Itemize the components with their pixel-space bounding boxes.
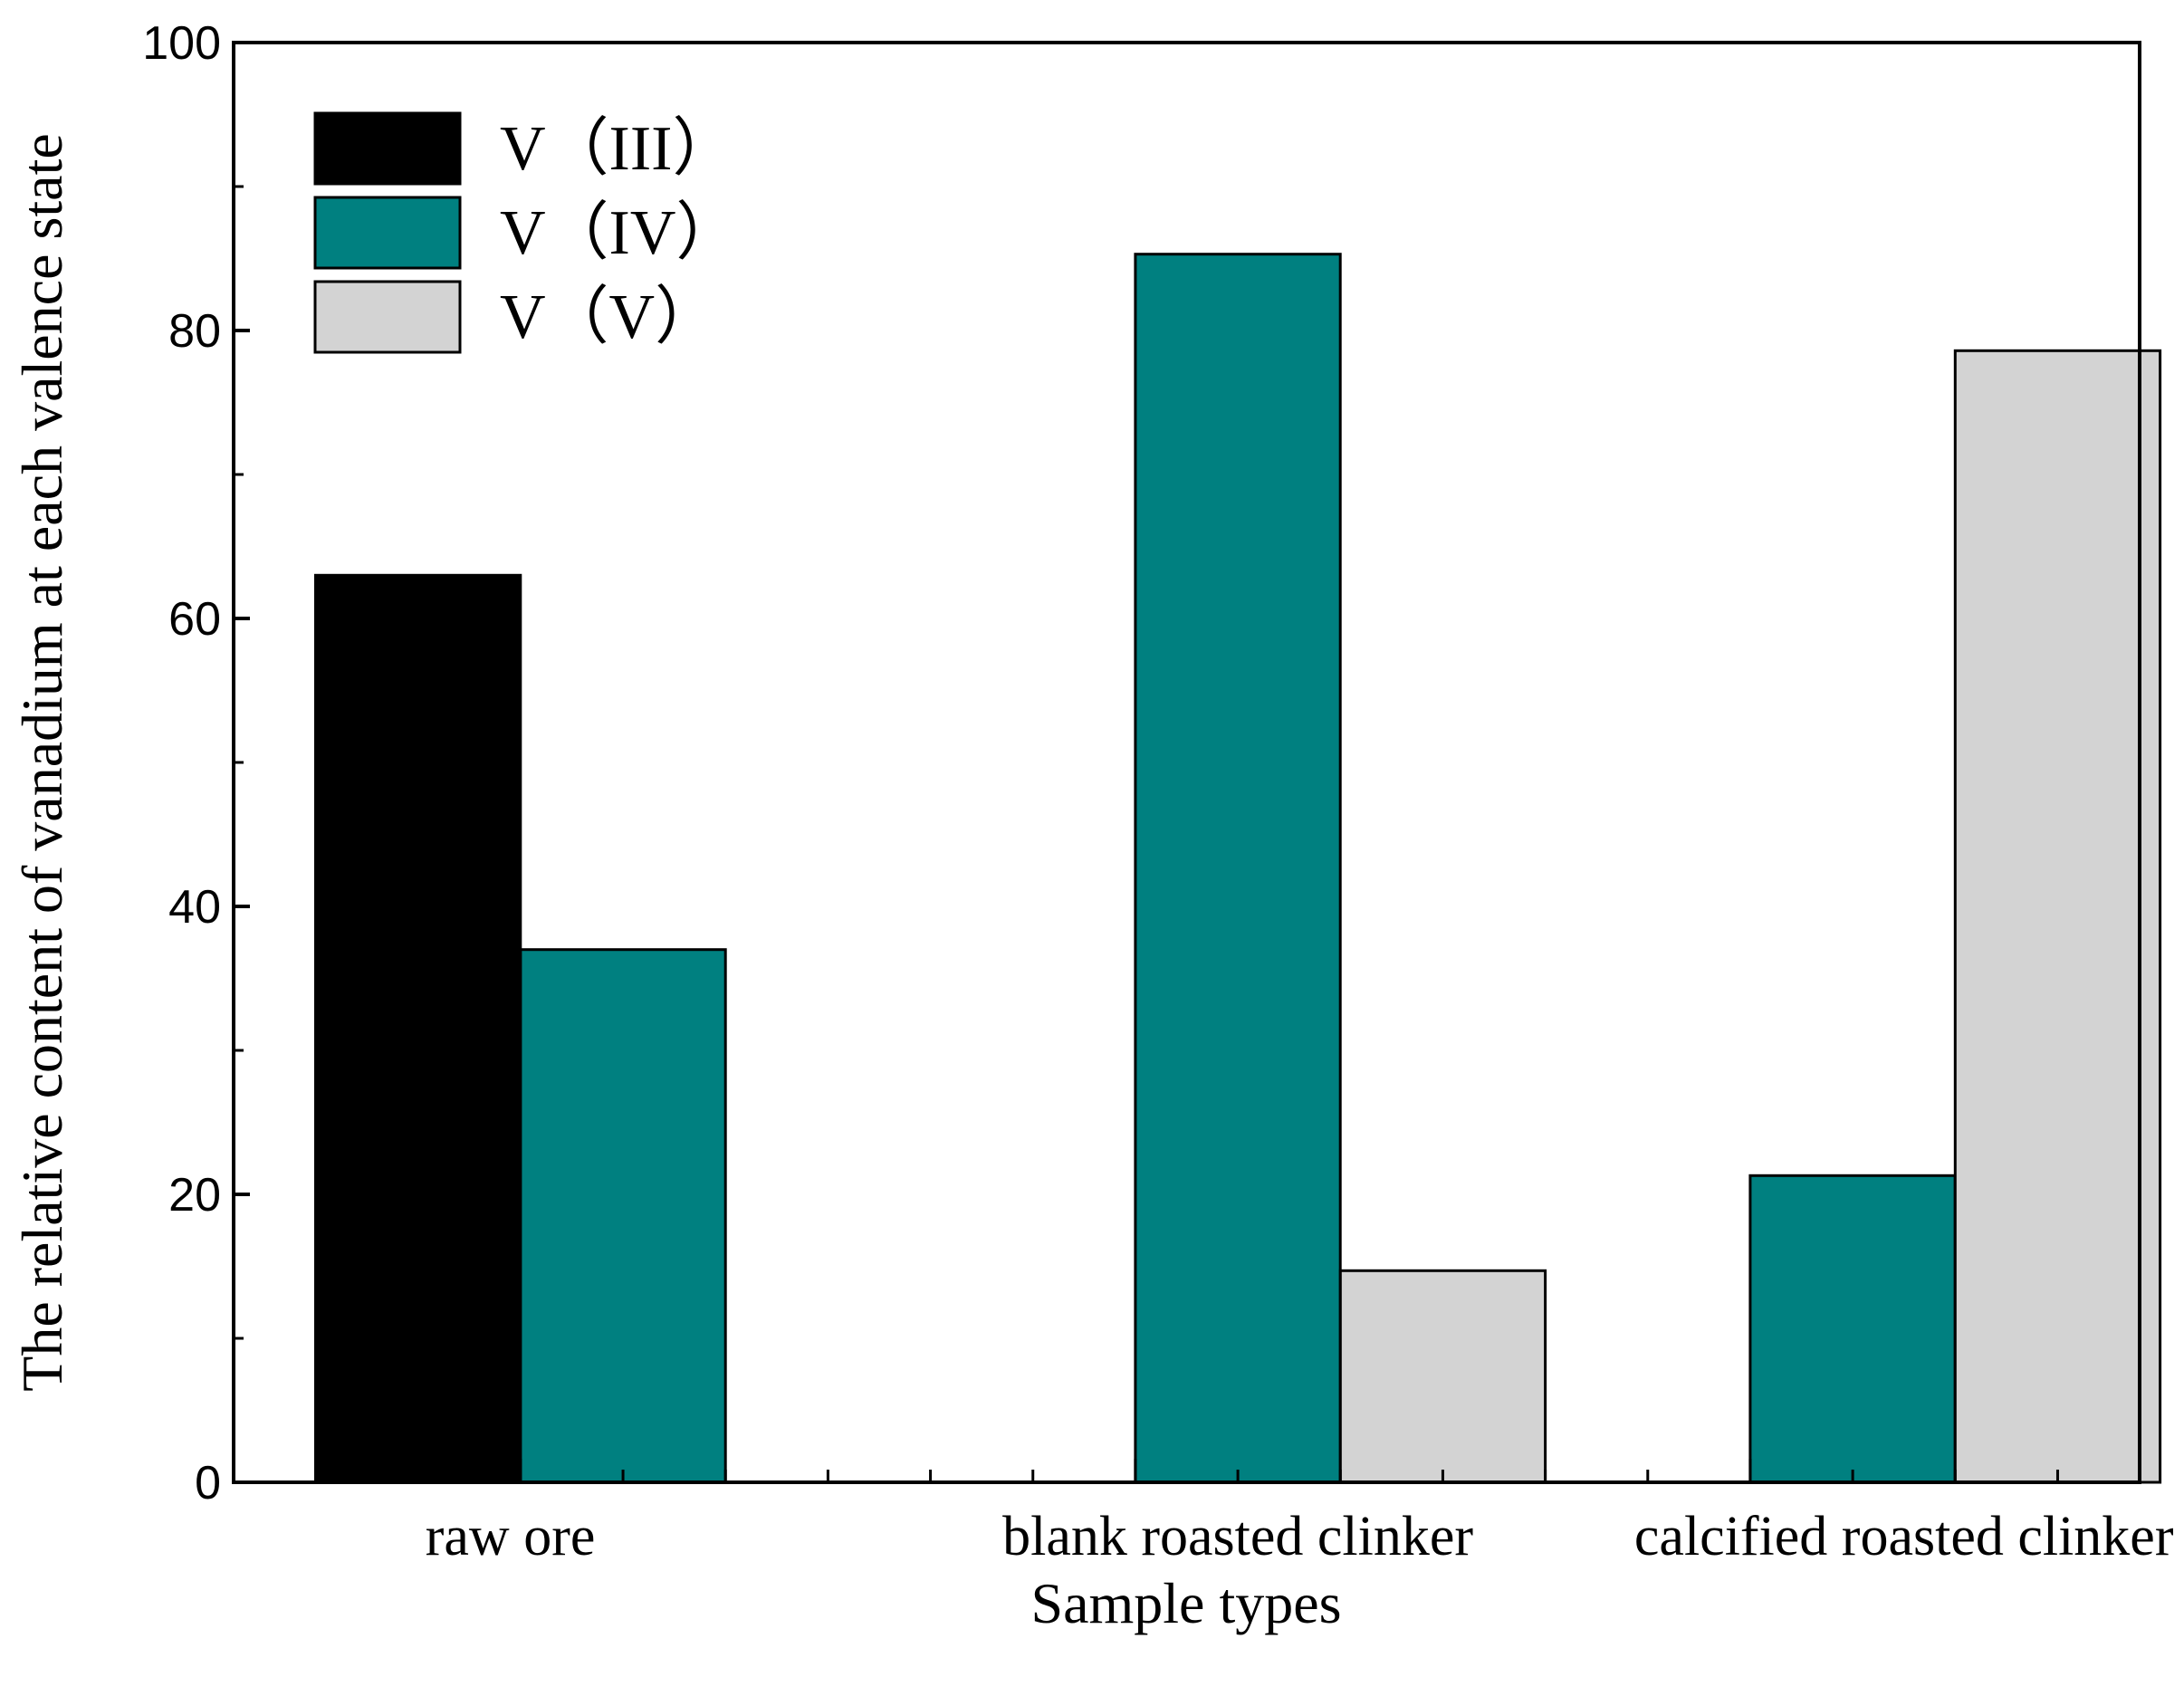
legend-swatch-3 (313, 280, 462, 354)
x-axis-title: Sample types (1030, 1571, 1341, 1635)
x-tick-label: calcified roasted clinker (1634, 1506, 2174, 1567)
x-axis-ticks: raw ore blank roasted clinker calcified ro… (417, 1459, 2174, 1567)
legend-swatch-2 (313, 196, 462, 270)
bar-3-3 (1953, 349, 2162, 1484)
bar-2-2 (1134, 253, 1342, 1484)
y-axis-ticks: 0 20 40 60 80 100 (142, 17, 250, 1509)
x-tick-label: raw ore (426, 1506, 596, 1567)
y-tick-label: 40 (168, 881, 221, 934)
legend-label-1: V（III） (500, 114, 735, 184)
x-tick-label: blank roasted clinker (1002, 1506, 1473, 1567)
bar-1-1 (314, 573, 522, 1484)
legend-swatch-1 (313, 111, 462, 186)
y-tick-label: 100 (142, 17, 221, 70)
bars-group (314, 253, 2162, 1484)
y-axis-title: The relative content of vanadium at each… (10, 133, 74, 1392)
y-tick-label: 80 (168, 305, 221, 358)
bar-2-1 (519, 948, 727, 1484)
y-tick-label: 20 (168, 1169, 221, 1222)
y-tick-label: 60 (168, 593, 221, 646)
y-tick-label: 0 (195, 1457, 221, 1509)
legend-label-3: V（V） (500, 283, 718, 352)
legend-label-2: V（IV） (500, 198, 739, 268)
bar-3-2 (1338, 1269, 1547, 1484)
bar-2-3 (1748, 1174, 1957, 1484)
legend: V（III） V（IV） V（V） (313, 111, 739, 354)
plot-frame (232, 41, 2141, 1484)
